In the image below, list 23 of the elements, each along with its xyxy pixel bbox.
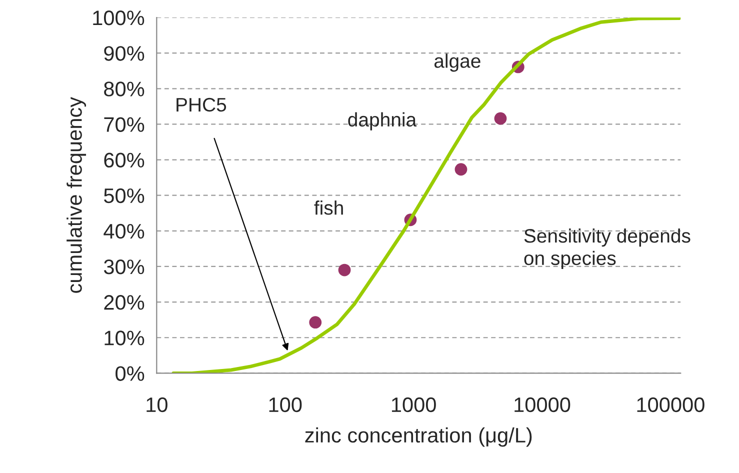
y-tick-label: 100%	[93, 10, 144, 26]
y-tick-label: 30%	[104, 259, 144, 274]
x-tick-label: 10000	[514, 397, 570, 412]
y-tick-label: 80%	[104, 82, 144, 96]
y-tick-label: 60%	[104, 152, 144, 168]
y-tick-label: 20%	[104, 295, 144, 310]
y-tick-label: 50%	[104, 188, 144, 204]
x-tick-label: 10	[146, 397, 168, 412]
y-axis-title: cumulative frequency	[66, 96, 86, 293]
annotation: daphnia	[348, 112, 417, 130]
x-tick-label: 100	[269, 397, 302, 412]
y-tick-label: 70%	[104, 117, 144, 132]
x-tick-label: 100000	[637, 397, 704, 412]
x-tick-label: 1000	[392, 397, 436, 412]
y-tick-label: 0%	[116, 366, 144, 381]
y-tick-label: 90%	[104, 46, 144, 61]
annotation: algae	[434, 54, 480, 72]
y-tick-label: 40%	[104, 224, 144, 239]
annotation: PHC5	[176, 98, 226, 112]
x-axis-title: zinc concentration (μg/L)	[305, 427, 532, 447]
y-tick-label: 10%	[104, 330, 144, 346]
annotation: Sensitivity depends on species	[524, 228, 690, 269]
annotation: fish	[314, 200, 343, 215]
